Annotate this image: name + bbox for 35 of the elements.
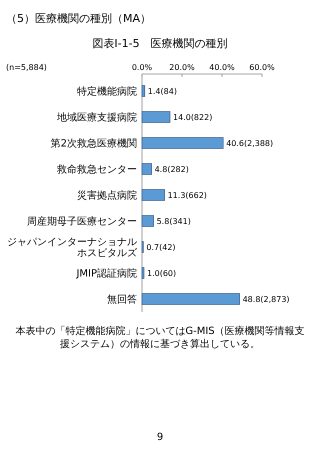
x-tick-label: 60.0%: [249, 63, 276, 72]
bar: [142, 293, 240, 305]
data-label: 5.8(341): [156, 217, 191, 226]
x-tick-label: 20.0%: [169, 63, 196, 72]
bar: [142, 189, 165, 201]
bar: [142, 137, 224, 149]
data-label: 4.8(282): [154, 165, 189, 174]
data-label: 1.4(84): [148, 87, 177, 96]
y-tick-label: JMIP認証病院: [75, 268, 137, 280]
bar: [142, 215, 154, 227]
y-tick-label: 周産期母子医療センター: [27, 216, 137, 228]
y-tick-label: 特定機能病院: [77, 86, 137, 98]
bar: [142, 163, 152, 175]
y-tick-label: 第2次救急医療機関: [50, 138, 137, 150]
bar: [142, 85, 146, 97]
chart-title: 図表Ⅰ-1-5 医療機関の種別: [92, 37, 228, 50]
text: (n=5,884): [6, 63, 47, 72]
y-tick-label: 救命救急センター: [56, 164, 137, 176]
data-label: 40.6(2,388): [226, 139, 274, 148]
data-label: 0.7(42): [146, 243, 176, 252]
text: 9: [156, 432, 164, 443]
text: 本表中の「特定機能病院」についてはG-MIS（医療機関等情報支援システム）の情報に基づき算出している。: [15, 325, 305, 350]
x-tick-label: 40.0%: [209, 63, 236, 72]
data-label: 14.0(822): [173, 113, 212, 122]
x-tick-label: 0.0%: [132, 63, 153, 72]
y-tick-label: 地域医療支援病院: [56, 112, 137, 124]
data-label: 11.3(662): [168, 191, 207, 200]
y-tick-label: 無回答: [107, 294, 137, 306]
y-tick-label: 災害拠点病院: [77, 190, 137, 202]
data-label: 1.0(60): [147, 269, 176, 278]
y-tick-label: ジャパンインターナショナルホスピタルズ: [7, 237, 138, 259]
data-label: 48.8(2,873): [242, 295, 290, 304]
text: （5）医療機関の種別（MA）: [6, 12, 152, 25]
bar: [142, 111, 170, 123]
bar: [142, 267, 144, 279]
